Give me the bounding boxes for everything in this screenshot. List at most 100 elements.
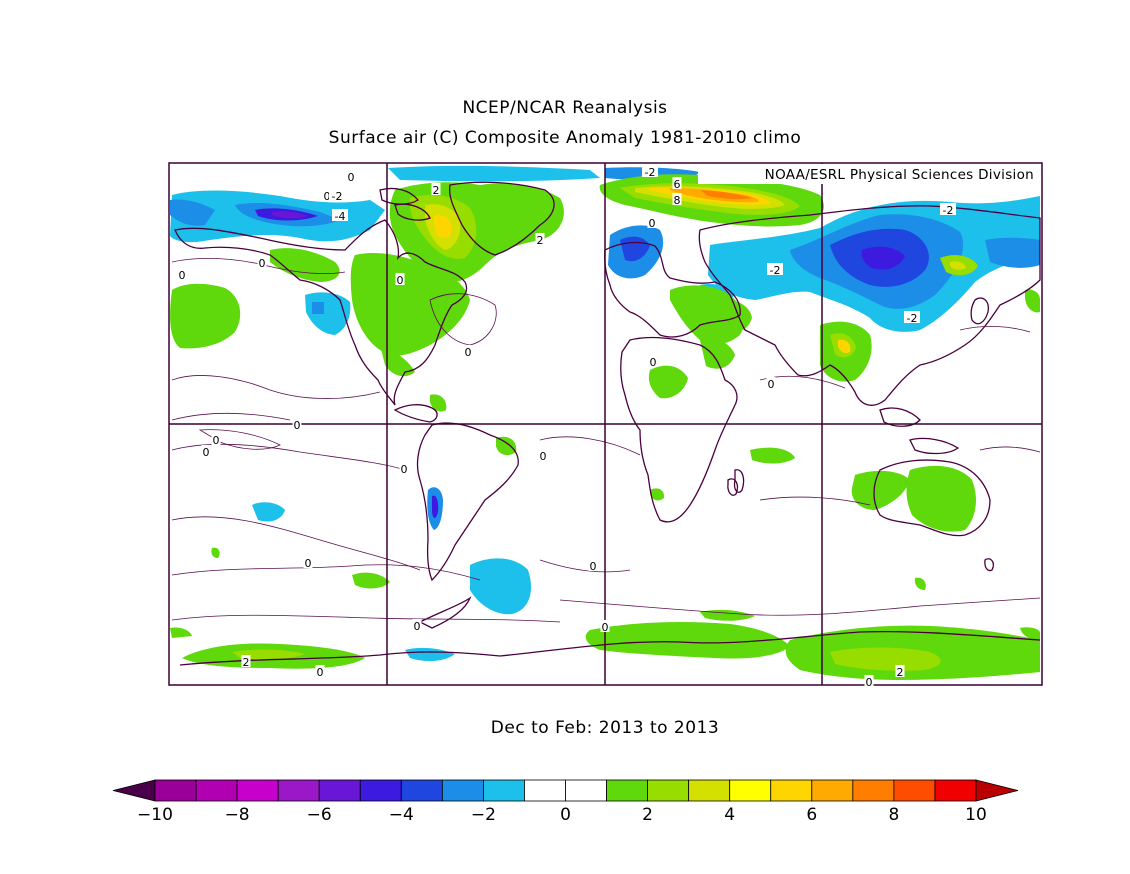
contour-label: 0 bbox=[397, 274, 404, 287]
colorbar-tick-label: −2 bbox=[471, 805, 496, 825]
contour-label: -2 bbox=[332, 190, 343, 203]
contour-label-bg bbox=[538, 449, 548, 461]
colorbar-box bbox=[277, 779, 320, 802]
colorbar-box bbox=[154, 779, 197, 802]
contour-label-bg bbox=[292, 418, 302, 430]
colorbar-tick-label: 10 bbox=[965, 805, 987, 825]
credit-text: NOAA/ESRL Physical Sciences Division bbox=[765, 167, 1034, 183]
colorbar-box bbox=[318, 779, 361, 802]
contour-label: 0 bbox=[650, 356, 657, 369]
colorbar-box bbox=[647, 779, 690, 802]
contour-label-bg bbox=[346, 170, 356, 182]
colorbar-low-end bbox=[112, 779, 156, 802]
colorbar-box bbox=[852, 779, 895, 802]
contour-label: 0 bbox=[305, 557, 312, 570]
contour-label-bg bbox=[241, 655, 251, 667]
contour-label: 0 bbox=[866, 676, 873, 689]
contour-label-bg bbox=[211, 433, 221, 445]
contour-label: 0 bbox=[401, 463, 408, 476]
contour-label: 2 bbox=[537, 234, 544, 247]
colorbar-box bbox=[729, 779, 772, 802]
contour-label-bg bbox=[303, 556, 313, 568]
contour-label-bg bbox=[672, 193, 682, 205]
contour-label-bg bbox=[257, 256, 267, 268]
contour-label: 0 bbox=[179, 269, 186, 282]
contour-label-bg bbox=[895, 665, 905, 677]
contour-label-bg bbox=[904, 311, 920, 323]
colorbar-tick-label: −10 bbox=[137, 805, 173, 825]
contour-label-bg bbox=[399, 462, 409, 474]
colorbar-box bbox=[195, 779, 238, 802]
colorbar-tick-label: 2 bbox=[642, 805, 653, 825]
map-subtitle: Surface air (C) Composite Anomaly 1981-2… bbox=[328, 128, 802, 148]
colorbar-box bbox=[400, 779, 443, 802]
colorbar-tick-label: 6 bbox=[806, 805, 817, 825]
colorbar-box bbox=[688, 779, 731, 802]
contour-label-bg bbox=[766, 377, 776, 389]
contour-label: 0 bbox=[203, 446, 210, 459]
colorbar-box bbox=[811, 779, 854, 802]
contour-label-bg bbox=[315, 665, 325, 677]
map-title: NCEP/NCAR Reanalysis bbox=[462, 98, 668, 118]
contour-label-bg bbox=[535, 233, 545, 245]
time-period: Dec to Feb: 2013 to 2013 bbox=[490, 718, 720, 738]
contour-label-bg bbox=[201, 445, 211, 457]
contour-label-bg bbox=[588, 559, 598, 571]
warm-anomaly-regions bbox=[170, 174, 1040, 680]
contour-label-bg bbox=[642, 165, 658, 177]
contour-label: 6 bbox=[674, 178, 681, 191]
contour-label: 2 bbox=[433, 184, 440, 197]
colorbar-high-end bbox=[975, 779, 1019, 802]
contour-label-bg bbox=[431, 183, 441, 195]
colorbar-tick-label: −6 bbox=[307, 805, 332, 825]
colorbar-box bbox=[482, 779, 525, 802]
contour-label-bg bbox=[600, 620, 610, 632]
colorbar-tick-label: 4 bbox=[724, 805, 735, 825]
colorbar-box bbox=[441, 779, 484, 802]
contour-label: 0 bbox=[649, 217, 656, 230]
colorbar-tick-label: 8 bbox=[888, 805, 899, 825]
colorbar-tick-label: −8 bbox=[225, 805, 250, 825]
contour-label: 0 bbox=[324, 190, 331, 203]
contour-label: -4 bbox=[335, 210, 346, 223]
contour-label: 0 bbox=[465, 346, 472, 359]
contour-label-bg bbox=[767, 263, 783, 275]
contour-label-bg bbox=[672, 177, 682, 189]
contour-label: 2 bbox=[897, 666, 904, 679]
contour-label: 0 bbox=[768, 378, 775, 391]
contour-label-bg bbox=[177, 268, 187, 280]
contour-label: 0 bbox=[348, 171, 355, 184]
coastlines bbox=[174, 181, 1041, 666]
contour-label-bg bbox=[648, 355, 658, 367]
map-grid bbox=[168, 162, 1043, 686]
colorbar-box bbox=[606, 779, 648, 802]
contour-label-bg bbox=[412, 619, 422, 631]
contour-label-bg bbox=[329, 189, 345, 201]
contour-label: 0 bbox=[294, 419, 301, 432]
contour-label: -2 bbox=[770, 264, 781, 277]
colorbar-box bbox=[893, 779, 936, 802]
contour-label: 0 bbox=[414, 620, 421, 633]
contour-label-bg bbox=[647, 216, 657, 228]
contour-label-bg bbox=[940, 203, 956, 215]
colorbar-tick-label: −4 bbox=[389, 805, 414, 825]
contour-label: 0 bbox=[317, 666, 324, 679]
colorbar-box bbox=[565, 779, 607, 802]
contour-label: 0 bbox=[213, 434, 220, 447]
contour-label-bg bbox=[463, 345, 473, 357]
contour-label: 0 bbox=[590, 560, 597, 573]
contour-label: 2 bbox=[243, 656, 250, 669]
contour-label-bg bbox=[395, 273, 405, 285]
contour-label-bg bbox=[332, 209, 348, 221]
contour-label-bg bbox=[864, 675, 874, 687]
credit-box bbox=[698, 164, 1036, 184]
colorbar-box bbox=[236, 779, 279, 802]
contour-label: 0 bbox=[602, 621, 609, 634]
contour-label: 8 bbox=[674, 194, 681, 207]
contour-label-bg bbox=[322, 189, 332, 201]
colorbar-box bbox=[359, 779, 402, 802]
colorbar-box bbox=[934, 779, 977, 802]
